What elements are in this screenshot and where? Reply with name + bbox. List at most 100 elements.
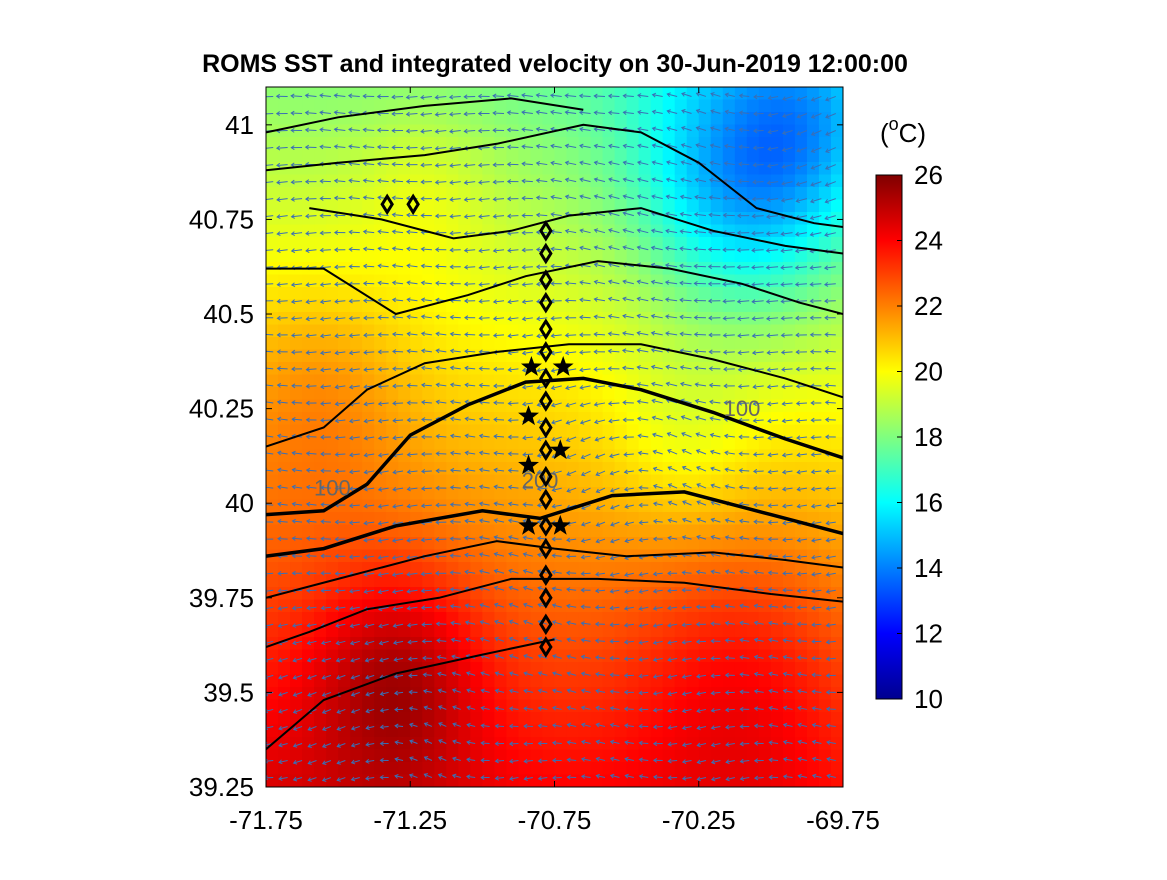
sst-cell (627, 700, 640, 713)
sst-cell (434, 425, 447, 438)
y-tick-label: 40.75 (189, 204, 254, 234)
sst-cell (831, 475, 844, 488)
sst-cell (831, 562, 844, 575)
sst-cell (687, 275, 700, 288)
sst-cell (555, 662, 568, 675)
sst-cell (675, 262, 688, 275)
sst-cell (651, 462, 664, 475)
sst-cell (771, 225, 784, 238)
sst-cell (266, 650, 279, 663)
sst-cell (338, 512, 351, 525)
sst-cell (266, 525, 279, 538)
sst-cell (747, 225, 760, 238)
sst-cell (494, 675, 507, 688)
sst-cell (699, 112, 712, 125)
sst-cell (482, 762, 495, 775)
sst-cell (434, 475, 447, 488)
sst-cell (470, 150, 483, 163)
sst-cell (783, 362, 796, 375)
sst-cell (278, 250, 291, 263)
colorbar-label-unit: C) (899, 118, 926, 148)
sst-cell (807, 112, 820, 125)
sst-cell (386, 425, 399, 438)
colorbar-tick-label: 22 (914, 291, 943, 321)
sst-cell (482, 662, 495, 675)
sst-cell (795, 462, 808, 475)
sst-cell (446, 387, 459, 400)
sst-cell (494, 175, 507, 188)
sst-cell (783, 475, 796, 488)
sst-cell (410, 587, 423, 600)
sst-cell (711, 237, 724, 250)
sst-cell (747, 450, 760, 463)
sst-cell (795, 337, 808, 350)
sst-cell (783, 175, 796, 188)
sst-cell (494, 700, 507, 713)
sst-cell (591, 425, 604, 438)
sst-cell (266, 212, 279, 225)
sst-cell (615, 750, 628, 763)
sst-cell (350, 712, 363, 725)
sst-cell (314, 287, 327, 300)
sst-cell (723, 462, 736, 475)
sst-cell (699, 262, 712, 275)
sst-cell (771, 162, 784, 175)
sst-cell (651, 437, 664, 450)
sst-cell (627, 312, 640, 325)
sst-cell (482, 400, 495, 413)
sst-cell (675, 300, 688, 313)
sst-cell (831, 437, 844, 450)
sst-cell (627, 200, 640, 213)
sst-cell (422, 637, 435, 650)
sst-cell (386, 337, 399, 350)
sst-cell (711, 137, 724, 150)
sst-cell (783, 275, 796, 288)
sst-cell (579, 662, 592, 675)
sst-cell (567, 725, 580, 738)
sst-cell (290, 462, 303, 475)
sst-cell (591, 150, 604, 163)
sst-cell (422, 475, 435, 488)
sst-cell (675, 137, 688, 150)
sst-cell (711, 300, 724, 313)
sst-cell (819, 462, 832, 475)
sst-cell (555, 300, 568, 313)
sst-cell (603, 400, 616, 413)
sst-cell (338, 600, 351, 613)
sst-cell (723, 700, 736, 713)
sst-cell (783, 687, 796, 700)
sst-cell (555, 637, 568, 650)
sst-cell (663, 150, 676, 163)
sst-cell (374, 762, 387, 775)
sst-cell (831, 650, 844, 663)
sst-cell (627, 525, 640, 538)
sst-cell (266, 287, 279, 300)
sst-cell (278, 575, 291, 588)
sst-cell (591, 200, 604, 213)
sst-cell (627, 587, 640, 600)
sst-cell (615, 437, 628, 450)
sst-cell (747, 712, 760, 725)
sst-cell (410, 675, 423, 688)
sst-cell (302, 487, 315, 500)
x-tick-label: -70.75 (518, 805, 592, 835)
sst-cell (579, 362, 592, 375)
sst-cell (795, 600, 808, 613)
sst-cell (338, 662, 351, 675)
sst-cell (446, 475, 459, 488)
sst-cell (819, 275, 832, 288)
sst-cell (675, 612, 688, 625)
sst-cell (615, 600, 628, 613)
sst-cell (482, 175, 495, 188)
sst-cell (434, 600, 447, 613)
sst-cell (819, 412, 832, 425)
sst-cell (795, 175, 808, 188)
sst-cell (783, 725, 796, 738)
sst-cell (410, 337, 423, 350)
sst-cell (290, 612, 303, 625)
sst-cell (362, 712, 375, 725)
sst-cell (747, 162, 760, 175)
sst-cell (651, 475, 664, 488)
sst-cell (362, 650, 375, 663)
